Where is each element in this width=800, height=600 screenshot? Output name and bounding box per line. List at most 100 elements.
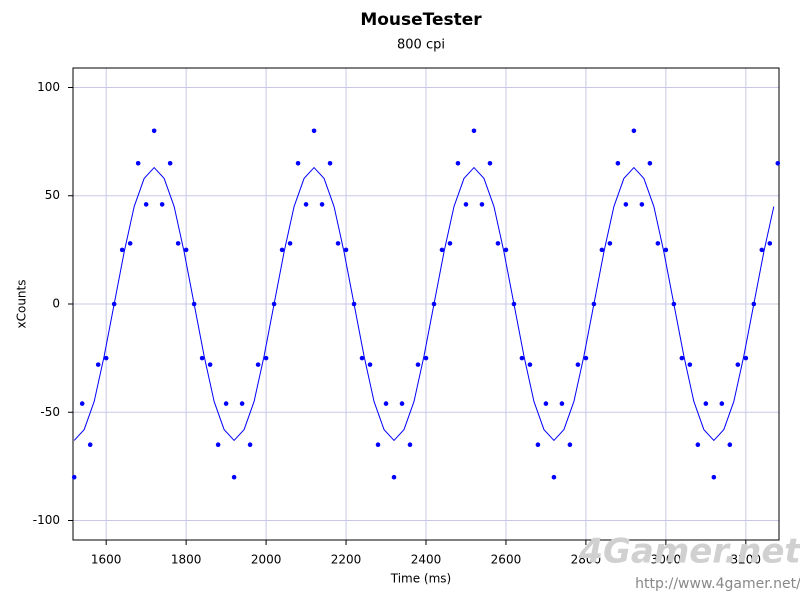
data-point [367,362,373,367]
data-point [583,355,589,361]
data-point [479,202,485,207]
data-point [759,247,765,253]
data-point [567,442,573,448]
plot-frame [72,67,780,541]
data-point [223,401,229,406]
y-axis-label: xCounts [15,280,29,329]
data-point [727,442,733,448]
data-point [383,401,389,406]
data-point [359,355,365,361]
x-tick-label: 2200 [331,553,362,567]
data-point [599,247,605,253]
data-point [95,362,101,367]
data-point [719,401,725,406]
data-point [415,362,421,367]
data-point [239,401,245,406]
data-point [447,241,453,246]
data-point [343,247,349,253]
data-point [487,160,493,166]
data-point [119,247,125,253]
data-point [319,202,325,207]
x-tick-label: 3200 [731,553,762,567]
data-point [623,202,629,207]
data-point [615,160,621,166]
data-point [463,202,469,207]
data-point [703,401,709,406]
data-point [527,362,533,367]
data-point [535,442,541,448]
data-point [639,202,645,207]
x-tick-label: 2000 [251,553,282,567]
data-point [519,355,525,361]
data-point [663,247,669,253]
x-tick-label: 2400 [411,553,442,567]
data-point [335,241,341,246]
y-tick-label: 100 [37,80,60,94]
data-point [695,442,701,448]
data-point [439,247,445,253]
data-point [159,202,165,207]
watermark-logo: 4Gamer.net [578,532,800,572]
series-line [73,166,775,442]
data-point [647,160,653,166]
x-tick-label: 3000 [651,553,682,567]
data-point [231,474,237,480]
data-point [167,160,173,166]
data-point [775,160,781,166]
data-point [455,160,461,166]
data-point [735,362,741,367]
data-point [103,355,109,361]
data-point [711,474,717,480]
data-point [375,442,381,448]
data-point [71,474,77,480]
data-point [311,128,317,134]
data-point [87,442,93,448]
data-point [127,241,133,246]
data-point [495,241,501,246]
x-tick-label: 2800 [571,553,602,567]
data-point [247,442,253,448]
data-point [423,355,429,361]
data-point [279,247,285,253]
data-point [399,401,405,406]
data-point [543,401,549,406]
data-point [471,128,477,134]
y-tick-label: 0 [52,297,60,311]
data-point [215,442,221,448]
data-point [183,247,189,253]
data-point [143,202,149,207]
data-point [135,160,141,166]
y-tick-label: -100 [33,513,60,527]
data-point [263,355,269,361]
data-point [295,160,301,166]
data-point [679,355,685,361]
chart-title: MouseTester [360,10,482,30]
x-axis-label: Time (ms) [390,572,452,586]
x-tick-label: 1600 [91,553,122,567]
y-tick-label: -50 [40,405,60,419]
data-point [391,474,397,480]
data-point [767,241,773,246]
data-point [199,355,205,361]
data-point [79,401,85,406]
x-tick-label: 2600 [491,553,522,567]
data-point [287,241,293,246]
data-point [551,474,557,480]
watermark-url: http://www.4gamer.net/ [635,576,800,592]
data-point [407,442,413,448]
data-point [151,128,157,134]
data-point [743,355,749,361]
data-point [575,362,581,367]
data-point [687,362,693,367]
plot-area: 1600 1800 2000 2200 2400 2600 2800 3000 3200 -100… [33,67,781,567]
x-tick-label: 1800 [171,553,202,567]
data-point [327,160,333,166]
chart-subtitle: 800 cpi [397,38,445,53]
data-point [175,241,181,246]
data-point [559,401,565,406]
data-point [303,202,309,207]
data-point [207,362,213,367]
